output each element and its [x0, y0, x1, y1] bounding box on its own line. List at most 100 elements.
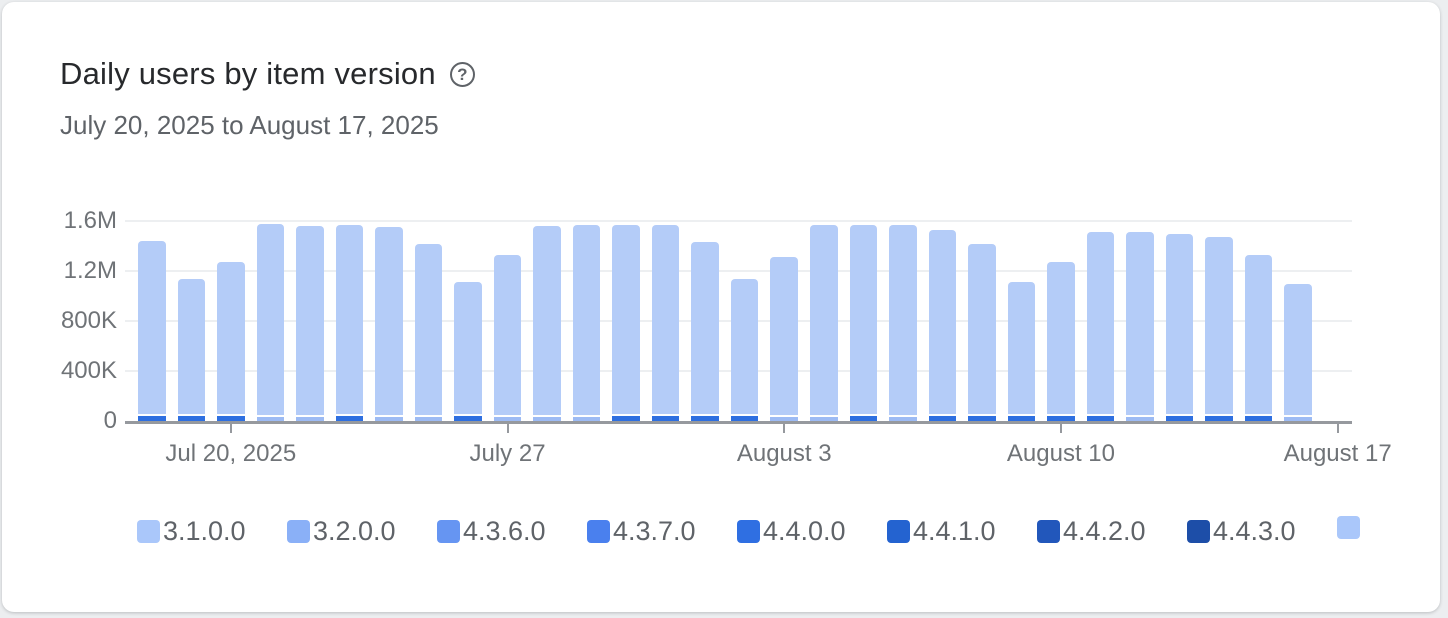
bar-segment-main[interactable]	[454, 282, 482, 414]
bar-aug-6[interactable]	[889, 225, 917, 421]
legend-item-4.3.7.0[interactable]: 4.3.7.0	[587, 516, 696, 547]
bar-segment-main[interactable]	[335, 224, 364, 414]
legend-item-4.4.1.0[interactable]: 4.4.1.0	[887, 516, 996, 547]
bar-segment-main[interactable]	[177, 278, 206, 414]
bar-segment-main[interactable]	[1126, 231, 1154, 416]
legend-item-3.1.0.0[interactable]: 3.1.0.0	[137, 516, 246, 547]
bar-segment-base[interactable]	[217, 416, 245, 421]
bar-aug-11[interactable]	[1086, 231, 1115, 421]
bar-aug-2[interactable]	[730, 278, 759, 421]
bar-segment-main[interactable]	[810, 224, 838, 416]
bar-segment-base[interactable]	[889, 417, 917, 421]
bar-segment-base[interactable]	[454, 416, 482, 421]
bar-segment-main[interactable]	[651, 224, 680, 414]
bar-aug-3[interactable]	[770, 257, 798, 421]
bar-segment-base[interactable]	[1086, 416, 1115, 421]
bar-segment-base[interactable]	[691, 416, 719, 421]
bar-segment-base[interactable]	[493, 417, 522, 421]
bar-aug-9[interactable]	[1007, 282, 1036, 421]
bar-segment-main[interactable]	[375, 226, 403, 416]
bar-segment-main[interactable]	[612, 224, 640, 414]
bar-segment-base[interactable]	[138, 416, 166, 421]
bar-segment-base[interactable]	[730, 416, 759, 421]
bar-segment-base[interactable]	[533, 417, 561, 421]
bar-jul-19[interactable]	[177, 278, 206, 421]
bar-jul-20[interactable]	[217, 262, 245, 421]
legend-item-4.4.3.0[interactable]: 4.4.3.0	[1187, 516, 1296, 547]
bar-jul-24[interactable]	[375, 226, 403, 421]
bar-aug-16[interactable]	[1284, 283, 1312, 421]
bar-segment-main[interactable]	[1165, 233, 1194, 414]
bar-segment-main[interactable]	[217, 262, 245, 414]
legend-item-4.4.0.0[interactable]: 4.4.0.0	[737, 516, 846, 547]
bar-jul-28[interactable]	[533, 226, 561, 421]
bar-aug-1[interactable]	[691, 242, 719, 421]
bar-segment-main[interactable]	[256, 223, 285, 416]
bar-segment-main[interactable]	[770, 257, 798, 416]
bar-segment-base[interactable]	[968, 416, 996, 421]
bar-jul-22[interactable]	[296, 226, 324, 421]
bar-segment-main[interactable]	[493, 254, 522, 416]
help-icon[interactable]: ?	[449, 61, 475, 87]
bar-segment-main[interactable]	[730, 278, 759, 414]
bar-segment-base[interactable]	[651, 416, 680, 421]
bar-segment-main[interactable]	[691, 242, 719, 414]
bar-jul-21[interactable]	[256, 223, 285, 421]
bar-segment-base[interactable]	[335, 416, 364, 421]
bar-segment-main[interactable]	[1244, 254, 1273, 414]
bar-segment-main[interactable]	[928, 229, 957, 414]
bar-aug-7[interactable]	[928, 229, 957, 421]
bar-jul-26[interactable]	[454, 282, 482, 421]
bar-segment-main[interactable]	[414, 243, 443, 416]
legend-item-4.4.2.0[interactable]: 4.4.2.0	[1037, 516, 1146, 547]
bar-segment-main[interactable]	[138, 241, 166, 414]
bar-segment-main[interactable]	[1007, 282, 1036, 414]
bar-segment-main[interactable]	[1205, 237, 1233, 414]
bar-segment-base[interactable]	[414, 417, 443, 421]
bar-jul-25[interactable]	[414, 243, 443, 421]
bar-segment-main[interactable]	[968, 243, 996, 414]
bar-segment-base[interactable]	[572, 417, 601, 421]
bar-aug-13[interactable]	[1165, 233, 1194, 421]
bar-segment-base[interactable]	[177, 416, 206, 421]
bar-aug-5[interactable]	[849, 224, 878, 421]
bar-jul-27[interactable]	[493, 254, 522, 421]
bar-segment-base[interactable]	[849, 416, 878, 421]
bar-jul-31[interactable]	[651, 224, 680, 421]
bar-segment-base[interactable]	[1284, 417, 1312, 421]
bar-segment-base[interactable]	[296, 417, 324, 421]
legend-item-3.2.0.0[interactable]: 3.2.0.0	[287, 516, 396, 547]
bar-segment-main[interactable]	[533, 226, 561, 416]
bar-segment-base[interactable]	[1047, 416, 1075, 421]
bar-segment-base[interactable]	[1007, 416, 1036, 421]
bar-segment-main[interactable]	[889, 225, 917, 416]
bar-segment-main[interactable]	[572, 224, 601, 416]
bar-segment-base[interactable]	[928, 416, 957, 421]
bar-segment-main[interactable]	[849, 224, 878, 414]
bar-segment-base[interactable]	[612, 416, 640, 421]
bar-segment-base[interactable]	[810, 417, 838, 421]
bar-segment-main[interactable]	[296, 226, 324, 416]
bar-segment-main[interactable]	[1284, 283, 1312, 416]
bar-aug-12[interactable]	[1126, 231, 1154, 421]
bar-segment-base[interactable]	[1205, 416, 1233, 421]
bar-aug-8[interactable]	[968, 243, 996, 421]
bar-segment-base[interactable]	[1165, 416, 1194, 421]
bar-jul-30[interactable]	[612, 224, 640, 421]
bar-aug-14[interactable]	[1205, 237, 1233, 421]
bar-jul-23[interactable]	[335, 224, 364, 421]
bar-jul-29[interactable]	[572, 224, 601, 421]
bar-segment-base[interactable]	[375, 417, 403, 421]
legend-item-truncated[interactable]	[1337, 516, 1360, 539]
bar-segment-main[interactable]	[1086, 231, 1115, 414]
bar-segment-base[interactable]	[770, 417, 798, 421]
legend-item-4.3.6.0[interactable]: 4.3.6.0	[437, 516, 546, 547]
bar-segment-main[interactable]	[1047, 262, 1075, 414]
bar-segment-base[interactable]	[1244, 416, 1273, 421]
bar-jul-18[interactable]	[138, 241, 166, 421]
bar-aug-4[interactable]	[810, 224, 838, 421]
bar-aug-15[interactable]	[1244, 254, 1273, 421]
bar-segment-base[interactable]	[256, 417, 285, 421]
bar-segment-base[interactable]	[1126, 417, 1154, 421]
bar-aug-10[interactable]	[1047, 262, 1075, 421]
